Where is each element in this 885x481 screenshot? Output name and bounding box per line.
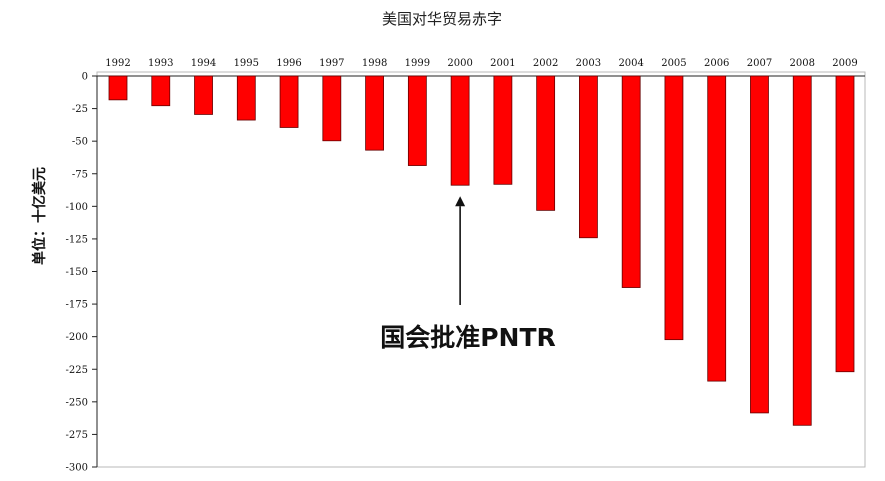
bar-1996 <box>279 75 299 128</box>
x-tick-label: 2006 <box>704 58 729 69</box>
bar-1993 <box>151 75 171 107</box>
y-tick-label: -150 <box>66 267 88 278</box>
y-tick-label: 0 <box>82 72 88 83</box>
bar-2004 <box>621 75 641 288</box>
y-tick-label: -125 <box>66 234 88 245</box>
y-tick-label: -100 <box>66 202 88 213</box>
bar-2001 <box>493 75 513 185</box>
x-tick-label: 1992 <box>105 58 130 69</box>
y-tick-label: -250 <box>66 397 88 408</box>
x-tick-label: 2008 <box>790 58 815 69</box>
x-tick-label: 1994 <box>191 58 216 69</box>
y-ticks: 0 -25 -50 -75 -100 -125 -150 -175 -200 -225 -250 -2… <box>66 72 97 474</box>
x-tick-label: 2009 <box>832 58 857 69</box>
x-tick-label: 2002 <box>533 58 558 69</box>
bar-1994 <box>194 75 213 115</box>
annotation-text: 国会批准PNTR <box>380 323 556 352</box>
y-axis-label: 单位：十亿美元 <box>31 167 48 265</box>
x-labels: 1992 1993 1994 1995 1996 1997 1998 1999 2000 2001… <box>105 58 857 69</box>
y-tick-label: -300 <box>66 463 88 474</box>
bar-2000 <box>450 75 470 186</box>
y-tick-label: -275 <box>66 430 88 441</box>
bar-1997 <box>322 75 342 142</box>
bar-1995 <box>236 75 256 121</box>
x-tick-label: 1998 <box>362 58 387 69</box>
bar-2002 <box>536 75 556 211</box>
bars <box>108 75 855 426</box>
annotation-group: 国会批准PNTR <box>380 196 556 352</box>
y-tick-label: -200 <box>66 332 88 343</box>
y-tick-label: -175 <box>66 300 88 311</box>
y-tick-label: -75 <box>72 169 88 180</box>
x-tick-label: 1993 <box>148 58 173 69</box>
plot-frame <box>96 71 866 468</box>
y-tick-label: -225 <box>66 365 88 376</box>
annotation-arrow-head <box>455 196 466 207</box>
bar-1998 <box>365 75 384 151</box>
bar-2009 <box>835 75 855 373</box>
y-tick-label: -25 <box>72 104 88 115</box>
x-tick-label: 1996 <box>276 58 301 69</box>
x-tick-label: 2000 <box>447 58 472 69</box>
x-tick-label: 2004 <box>618 58 643 69</box>
x-tick-label: 1997 <box>319 58 344 69</box>
bar-2006 <box>707 75 727 382</box>
x-tick-label: 2007 <box>747 58 772 69</box>
x-tick-label: 2003 <box>576 58 601 69</box>
bar-2003 <box>579 75 598 239</box>
bar-2005 <box>664 75 684 341</box>
chart-title: 美国对华贸易赤字 <box>382 10 502 28</box>
bar-1992 <box>108 75 128 101</box>
x-tick-label: 1995 <box>234 58 259 69</box>
x-tick-label: 2001 <box>490 58 515 69</box>
bar-1999 <box>407 75 427 166</box>
y-tick-label: -50 <box>72 137 88 148</box>
bar-2007 <box>750 75 769 414</box>
x-tick-label: 2005 <box>661 58 686 69</box>
bar-2008 <box>792 75 812 426</box>
x-tick-label: 1999 <box>405 58 430 69</box>
